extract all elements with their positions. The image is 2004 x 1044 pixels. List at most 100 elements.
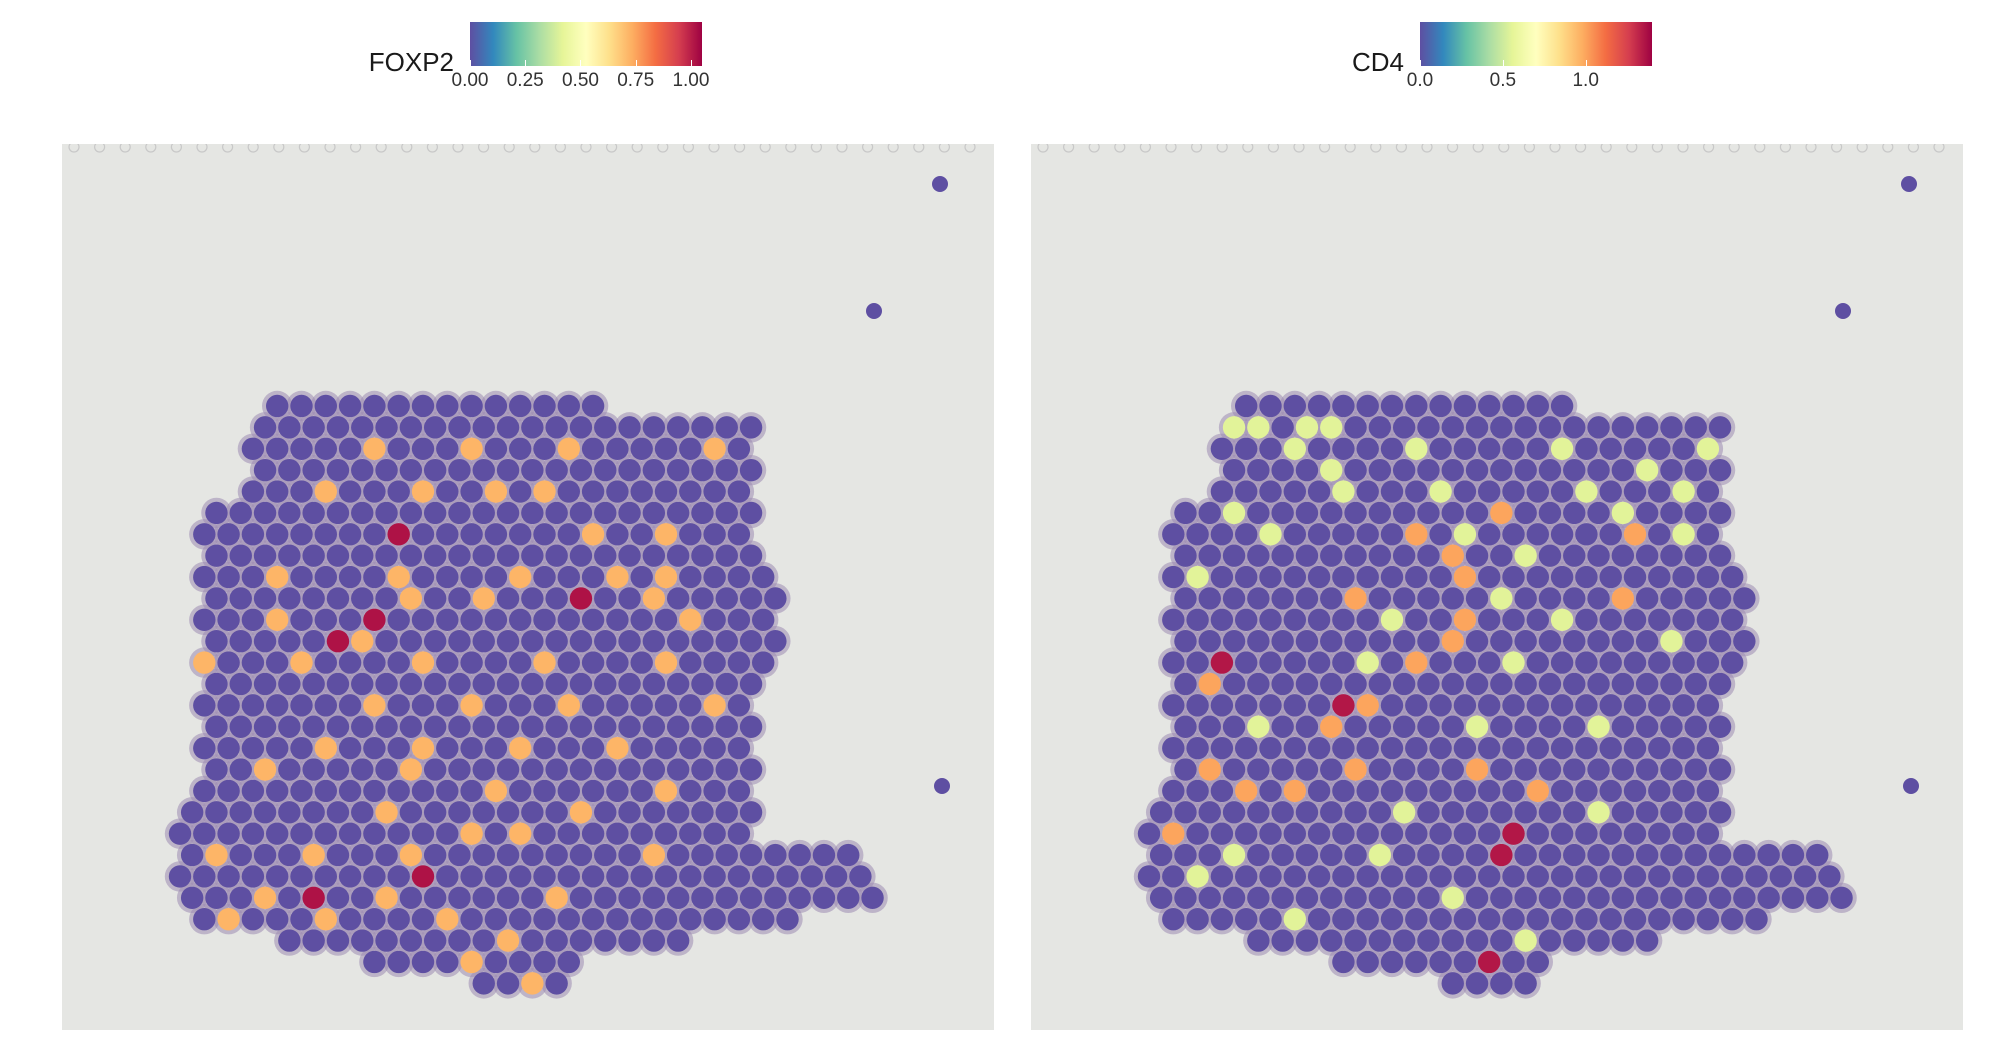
expression-spot [1696, 565, 1720, 589]
expression-spot [557, 608, 580, 632]
expression-spot [1684, 501, 1707, 525]
expression-spot [484, 437, 508, 460]
expression-spot [460, 651, 483, 674]
expression-spot [1368, 416, 1392, 439]
expression-spot [423, 544, 447, 567]
expression-spot [387, 822, 410, 845]
expression-spot [363, 822, 386, 845]
expression-spot [387, 865, 410, 888]
expression-spot [436, 950, 459, 974]
expression-spot [448, 715, 471, 738]
expression-spot [666, 801, 690, 824]
expression-spot [666, 544, 690, 567]
expression-spot-high [1320, 715, 1343, 738]
expression-spot [1538, 886, 1562, 910]
expression-spot [1490, 886, 1513, 910]
expression-spot [375, 672, 398, 696]
expression-spot-high [533, 480, 556, 503]
expression-spot [1405, 608, 1428, 632]
expression-spot [278, 544, 301, 567]
expression-spot-high [654, 523, 678, 546]
expression-spot-high [1502, 651, 1525, 674]
expression-spot [472, 416, 495, 439]
expression-spot [1563, 758, 1586, 781]
expression-spot [1660, 587, 1683, 610]
expression-spot [1405, 822, 1428, 845]
expression-spot [241, 608, 265, 632]
expression-spot [1162, 694, 1185, 717]
expression-spot [375, 458, 398, 482]
expression-spot [569, 886, 593, 910]
expression-spot [739, 715, 763, 738]
expression-spot [715, 416, 738, 439]
expression-spot [557, 394, 580, 418]
fiducial-marker [324, 144, 336, 153]
fiducial-marker [554, 144, 566, 153]
expression-spot [1599, 651, 1622, 674]
expression-spot [1587, 630, 1610, 653]
fiducial-marker [350, 144, 362, 153]
expression-spot [1587, 458, 1610, 482]
expression-spot [411, 822, 435, 845]
expression-spot-high [606, 565, 629, 589]
expression-spot [302, 416, 325, 439]
expression-spot [314, 822, 337, 845]
expression-spot [1490, 801, 1513, 824]
expression-spot-high [375, 886, 398, 910]
expression-spot [1247, 801, 1270, 824]
expression-spot [1259, 908, 1282, 931]
expression-spot [1162, 565, 1185, 589]
expression-spot [1708, 715, 1732, 738]
expression-spot [1490, 544, 1513, 567]
expression-spot [666, 929, 690, 952]
expression-spot [1806, 886, 1829, 910]
expression-spot [1635, 843, 1659, 867]
fiducial-marker [94, 144, 106, 153]
expression-spot-high [1235, 779, 1258, 803]
expression-spot [533, 694, 556, 717]
expression-spot-high [314, 736, 337, 760]
expression-spot [1259, 480, 1282, 503]
expression-spot [448, 758, 471, 781]
expression-spot [326, 672, 350, 696]
expression-spot-high [326, 630, 350, 653]
fiducial-marker [1498, 144, 1510, 153]
expression-spot [472, 544, 495, 567]
expression-spot [1271, 416, 1294, 439]
expression-spot-high [557, 694, 580, 717]
expression-spot [1587, 501, 1610, 525]
expression-spot [399, 886, 423, 910]
expression-spot [1478, 908, 1501, 931]
foxp2-colorbar [470, 22, 702, 66]
fiducial-marker [170, 144, 182, 153]
expression-spot [1174, 672, 1197, 696]
expression-spot [302, 458, 325, 482]
expression-spot [253, 672, 277, 696]
expression-spot-high [1526, 779, 1549, 803]
expression-spot [1757, 843, 1780, 867]
expression-spot [375, 843, 398, 867]
expression-spot [411, 779, 435, 803]
expression-spot [1490, 630, 1513, 653]
expression-spot [1648, 736, 1671, 760]
fiducial-marker [1242, 144, 1254, 153]
expression-spot [509, 437, 532, 460]
expression-spot-high [1453, 565, 1477, 589]
expression-spot [1563, 587, 1586, 610]
expression-spot [1198, 886, 1221, 910]
expression-spot [1502, 950, 1525, 974]
expression-spot [1502, 908, 1525, 931]
fiducial-marker [682, 144, 694, 153]
expression-spot [1611, 458, 1635, 482]
expression-spot-high [205, 843, 228, 867]
expression-spot [1611, 843, 1635, 867]
expression-spot [290, 437, 313, 460]
expression-spot [1514, 972, 1537, 995]
expression-spot [1344, 929, 1367, 952]
fiducial-marker [196, 144, 208, 153]
expression-spot [1648, 565, 1671, 589]
expression-spot [1696, 608, 1720, 632]
expression-spot [1186, 822, 1209, 845]
expression-spot-high [302, 843, 325, 867]
expression-spot [1222, 758, 1246, 781]
